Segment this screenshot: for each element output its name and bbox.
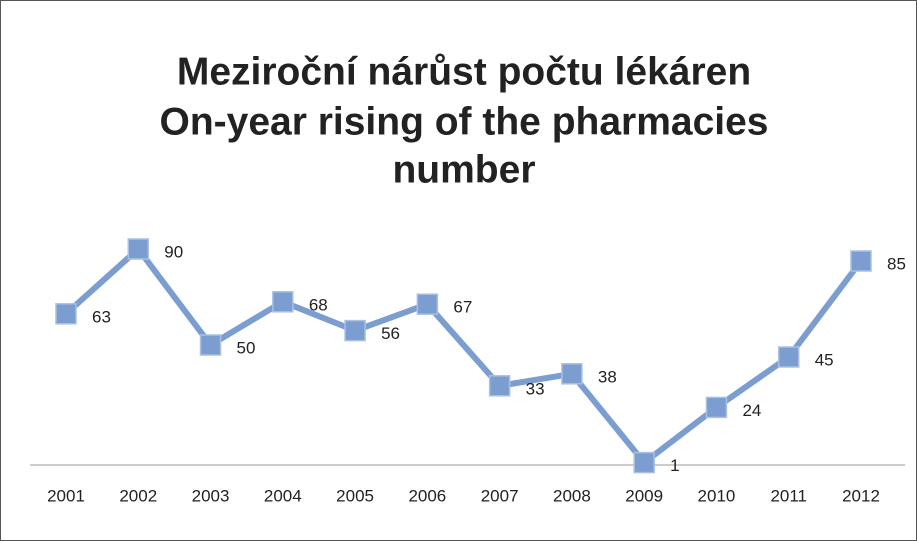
x-tick-label: 2007 bbox=[481, 486, 519, 505]
marker bbox=[416, 293, 439, 315]
data-label: 45 bbox=[815, 350, 834, 369]
marker bbox=[272, 291, 294, 313]
marker bbox=[633, 451, 655, 474]
marker bbox=[705, 396, 728, 419]
x-tick-label: 2003 bbox=[192, 486, 230, 505]
x-tick-label: 2005 bbox=[336, 486, 374, 505]
x-tick-label: 2001 bbox=[47, 486, 85, 505]
chart-title: number bbox=[392, 148, 535, 191]
data-label: 50 bbox=[237, 338, 256, 357]
marker bbox=[561, 363, 583, 385]
marker bbox=[344, 319, 366, 342]
x-tick-label: 2002 bbox=[119, 486, 157, 505]
marker bbox=[850, 250, 872, 272]
marker bbox=[488, 375, 511, 397]
marker bbox=[777, 346, 800, 368]
data-label: 24 bbox=[742, 401, 761, 420]
x-tick-label: 2012 bbox=[842, 486, 880, 505]
data-label: 1 bbox=[670, 456, 679, 475]
x-tick-label: 2008 bbox=[553, 486, 591, 505]
data-label: 56 bbox=[381, 324, 400, 343]
data-label: 33 bbox=[526, 379, 545, 398]
x-tick-label: 2004 bbox=[264, 486, 302, 505]
marker bbox=[127, 238, 150, 260]
data-label: 63 bbox=[92, 307, 111, 326]
chart-title: Meziroční nárůst počtu lékáren bbox=[177, 50, 751, 93]
x-tick-label: 2010 bbox=[698, 486, 736, 505]
data-label: 85 bbox=[887, 254, 906, 273]
series-line bbox=[63, 246, 864, 466]
chart-title: On-year rising of the pharmacies bbox=[159, 100, 768, 143]
x-tick-label: 2006 bbox=[408, 486, 446, 505]
x-tick-label: 2011 bbox=[770, 486, 807, 505]
data-label: 68 bbox=[309, 295, 328, 314]
data-label: 67 bbox=[453, 298, 472, 317]
data-label: 38 bbox=[598, 367, 617, 386]
marker bbox=[199, 334, 222, 356]
data-label: 90 bbox=[164, 242, 183, 261]
marker bbox=[55, 303, 77, 325]
x-tick-label: 2009 bbox=[625, 486, 663, 505]
